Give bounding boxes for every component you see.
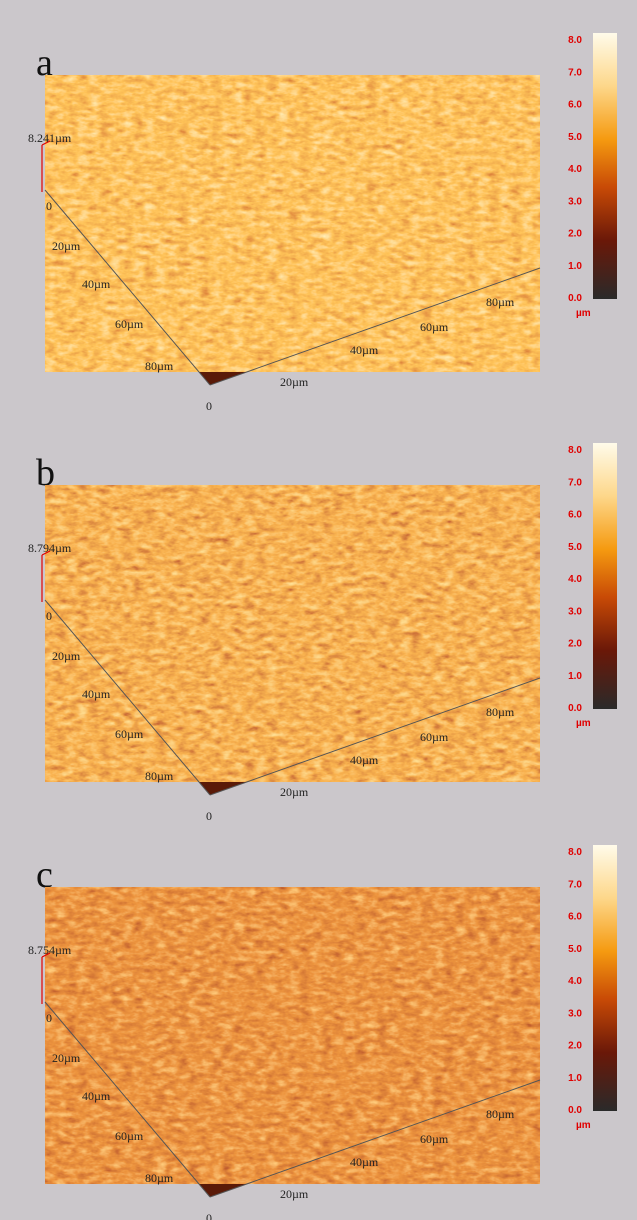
colorbar-tick: 0.0 xyxy=(568,703,582,714)
axis-label: 0 xyxy=(46,609,52,623)
panel-label: a xyxy=(36,42,53,84)
axis-label: 0 xyxy=(46,1011,52,1025)
max-height-label: 8.241µm xyxy=(28,131,72,145)
panel-label: c xyxy=(36,854,53,896)
colorbar-tick: 5.0 xyxy=(568,132,582,143)
colorbar-tick: 7.0 xyxy=(568,879,582,890)
colorbar xyxy=(593,33,617,299)
axis-label: 20µm xyxy=(52,649,81,663)
axis-label: 40µm xyxy=(350,753,379,767)
axis-label: 60µm xyxy=(420,320,449,334)
axis-label: 80µm xyxy=(486,295,515,309)
axis-label: 80µm xyxy=(145,769,174,783)
panel: c 8.754µm 0 20µm 40µm 60µm 80µm 0 20µm 40µm 60µm 80… xyxy=(28,845,617,1220)
colorbar-tick: 8.0 xyxy=(568,35,582,46)
colorbar-tick: 6.0 xyxy=(568,510,582,521)
colorbar-tick: 0.0 xyxy=(568,1105,582,1116)
colorbar-tick: 1.0 xyxy=(568,671,582,682)
axis-label: 20µm xyxy=(280,1187,309,1201)
axis-label: 40µm xyxy=(350,1155,379,1169)
axis-label: 40µm xyxy=(82,277,111,291)
axis-label: 80µm xyxy=(145,359,174,373)
colorbar-tick: 8.0 xyxy=(568,847,582,858)
axis-label: 20µm xyxy=(280,375,309,389)
axis-label: 40µm xyxy=(82,1089,111,1103)
axis-label: 60µm xyxy=(420,730,449,744)
colorbar-tick: 0.0 xyxy=(568,293,582,304)
axis-label: 20µm xyxy=(52,239,81,253)
colorbar-tick: 2.0 xyxy=(568,639,582,650)
axis-label: 60µm xyxy=(420,1132,449,1146)
colorbar xyxy=(593,443,617,709)
panel-label: b xyxy=(36,452,55,494)
colorbar-tick: 5.0 xyxy=(568,542,582,553)
colorbar-tick: 5.0 xyxy=(568,944,582,955)
colorbar-unit: µm xyxy=(576,308,591,319)
colorbar-tick: 7.0 xyxy=(568,67,582,78)
colorbar-tick: 2.0 xyxy=(568,1041,582,1052)
axis-label: 20µm xyxy=(280,785,309,799)
colorbar-tick: 8.0 xyxy=(568,445,582,456)
colorbar-tick: 7.0 xyxy=(568,477,582,488)
axis-label: 0 xyxy=(46,199,52,213)
axis-label: 60µm xyxy=(115,1129,144,1143)
colorbar-tick: 3.0 xyxy=(568,606,582,617)
axis-label: 20µm xyxy=(52,1051,81,1065)
colorbar-tick: 1.0 xyxy=(568,261,582,272)
figure: a 8.241µm 0 20µm 40µm 60µm 80µm 0 20µm 40µm 60µm 80… xyxy=(0,0,637,1220)
axis-label: 40µm xyxy=(350,343,379,357)
axis-label: 0 xyxy=(206,399,212,413)
colorbar-tick: 4.0 xyxy=(568,976,582,987)
colorbar-tick: 3.0 xyxy=(568,1008,582,1019)
colorbar-unit: µm xyxy=(576,718,591,729)
colorbar-tick: 4.0 xyxy=(568,574,582,585)
max-height-label: 8.794µm xyxy=(28,541,72,555)
colorbar-tick: 6.0 xyxy=(568,912,582,923)
colorbar-unit: µm xyxy=(576,1120,591,1131)
colorbar-tick: 6.0 xyxy=(568,100,582,111)
axis-label: 60µm xyxy=(115,317,144,331)
axis-label: 0 xyxy=(206,1211,212,1220)
axis-label: 0 xyxy=(206,809,212,823)
panel: b 8.794µm 0 20µm 40µm 60µm 80µm 0 20µm 40µm 60µm 80… xyxy=(28,443,617,823)
colorbar-tick: 3.0 xyxy=(568,196,582,207)
colorbar-tick: 2.0 xyxy=(568,229,582,240)
colorbar-tick: 1.0 xyxy=(568,1073,582,1084)
axis-label: 80µm xyxy=(486,705,515,719)
panel: a 8.241µm 0 20µm 40µm 60µm 80µm 0 20µm 40µm 60µm 80… xyxy=(28,33,617,413)
colorbar-tick: 4.0 xyxy=(568,164,582,175)
max-height-label: 8.754µm xyxy=(28,943,72,957)
axis-label: 60µm xyxy=(115,727,144,741)
axis-label: 40µm xyxy=(82,687,111,701)
axis-label: 80µm xyxy=(486,1107,515,1121)
colorbar xyxy=(593,845,617,1111)
axis-label: 80µm xyxy=(145,1171,174,1185)
